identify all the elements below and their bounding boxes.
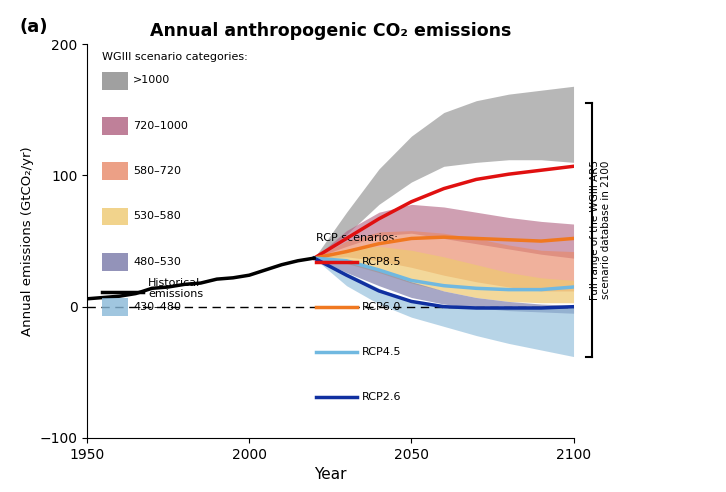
Title: Annual anthropogenic CO₂ emissions: Annual anthropogenic CO₂ emissions <box>150 22 511 40</box>
FancyBboxPatch shape <box>102 117 129 135</box>
Text: RCP8.5: RCP8.5 <box>362 256 401 267</box>
Text: 480–530: 480–530 <box>134 256 182 267</box>
Text: (a): (a) <box>19 18 47 36</box>
FancyBboxPatch shape <box>102 72 129 90</box>
Text: Historical
emissions: Historical emissions <box>148 277 203 299</box>
FancyBboxPatch shape <box>102 253 129 271</box>
FancyBboxPatch shape <box>102 298 129 316</box>
FancyBboxPatch shape <box>102 208 129 225</box>
Text: 430–480: 430–480 <box>134 302 182 312</box>
Text: RCP scenarios:: RCP scenarios: <box>316 233 398 243</box>
Text: 720–1000: 720–1000 <box>134 121 188 131</box>
Text: 580–720: 580–720 <box>134 166 182 176</box>
Y-axis label: Annual emissions (GtCO₂/yr): Annual emissions (GtCO₂/yr) <box>21 146 34 336</box>
Text: RCP6.0: RCP6.0 <box>362 302 401 312</box>
Text: RCP4.5: RCP4.5 <box>362 347 401 357</box>
Text: >1000: >1000 <box>134 75 171 86</box>
FancyBboxPatch shape <box>102 162 129 180</box>
Text: WGIII scenario categories:: WGIII scenario categories: <box>102 52 248 62</box>
X-axis label: Year: Year <box>314 467 346 482</box>
Text: RCP2.6: RCP2.6 <box>362 392 401 402</box>
Text: Full range of the WGIII AR5
scenario database in 2100: Full range of the WGIII AR5 scenario dat… <box>590 160 611 300</box>
Text: 530–580: 530–580 <box>134 211 181 221</box>
